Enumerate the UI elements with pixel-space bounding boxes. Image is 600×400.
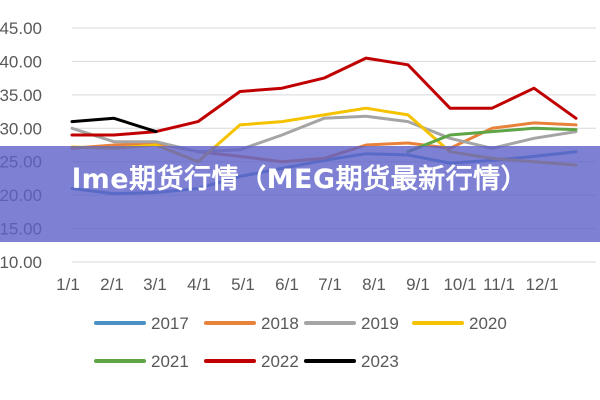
- legend: 2017 2018 2019 2020 2021 2022 2023: [94, 314, 507, 371]
- x-tick-label: 3/1: [143, 275, 167, 294]
- banner-title: lme期货行情（MEG期货最新行情）: [71, 164, 529, 195]
- series-line-2023: [70, 116, 158, 134]
- y-tick-label: 35.00: [0, 86, 42, 105]
- x-tick-label: 6/1: [275, 275, 299, 294]
- x-tick-label: 12/1: [525, 275, 558, 294]
- legend-label-2018: 2018: [261, 314, 299, 333]
- legend-label-2021: 2021: [151, 352, 189, 371]
- y-tick-label: 45.00: [0, 19, 42, 38]
- series-line-2022: [70, 56, 578, 137]
- x-tick-label: 7/1: [318, 275, 342, 294]
- y-tick-label: 40.00: [0, 52, 42, 71]
- series-line-2021: [406, 126, 578, 154]
- x-tick-label: 4/1: [187, 275, 211, 294]
- legend-label-2019: 2019: [361, 314, 399, 333]
- x-tick-label: 9/1: [406, 275, 430, 294]
- legend-label-2020: 2020: [469, 314, 507, 333]
- legend-label-2023: 2023: [361, 352, 399, 371]
- title-banner: lme期货行情（MEG期货最新行情）: [0, 146, 600, 242]
- x-tick-label: 11/1: [483, 275, 515, 294]
- x-tick-label: 5/1: [231, 275, 255, 294]
- x-tick-label: 1/1: [56, 275, 80, 294]
- x-tick-label: 2/1: [100, 275, 124, 294]
- legend-label-2022: 2022: [261, 352, 299, 371]
- x-tick-label: 8/1: [362, 275, 386, 294]
- y-tick-label: 10.00: [0, 253, 42, 272]
- legend-label-2017: 2017: [151, 314, 189, 333]
- y-tick-label: 30.00: [0, 119, 42, 138]
- x-axis-tick-labels: 1/1 2/1 3/1 4/1 5/1 6/1 7/1 8/1 9/1 10/1 11/1 12/1: [56, 275, 558, 294]
- x-tick-label: 10/1: [443, 275, 476, 294]
